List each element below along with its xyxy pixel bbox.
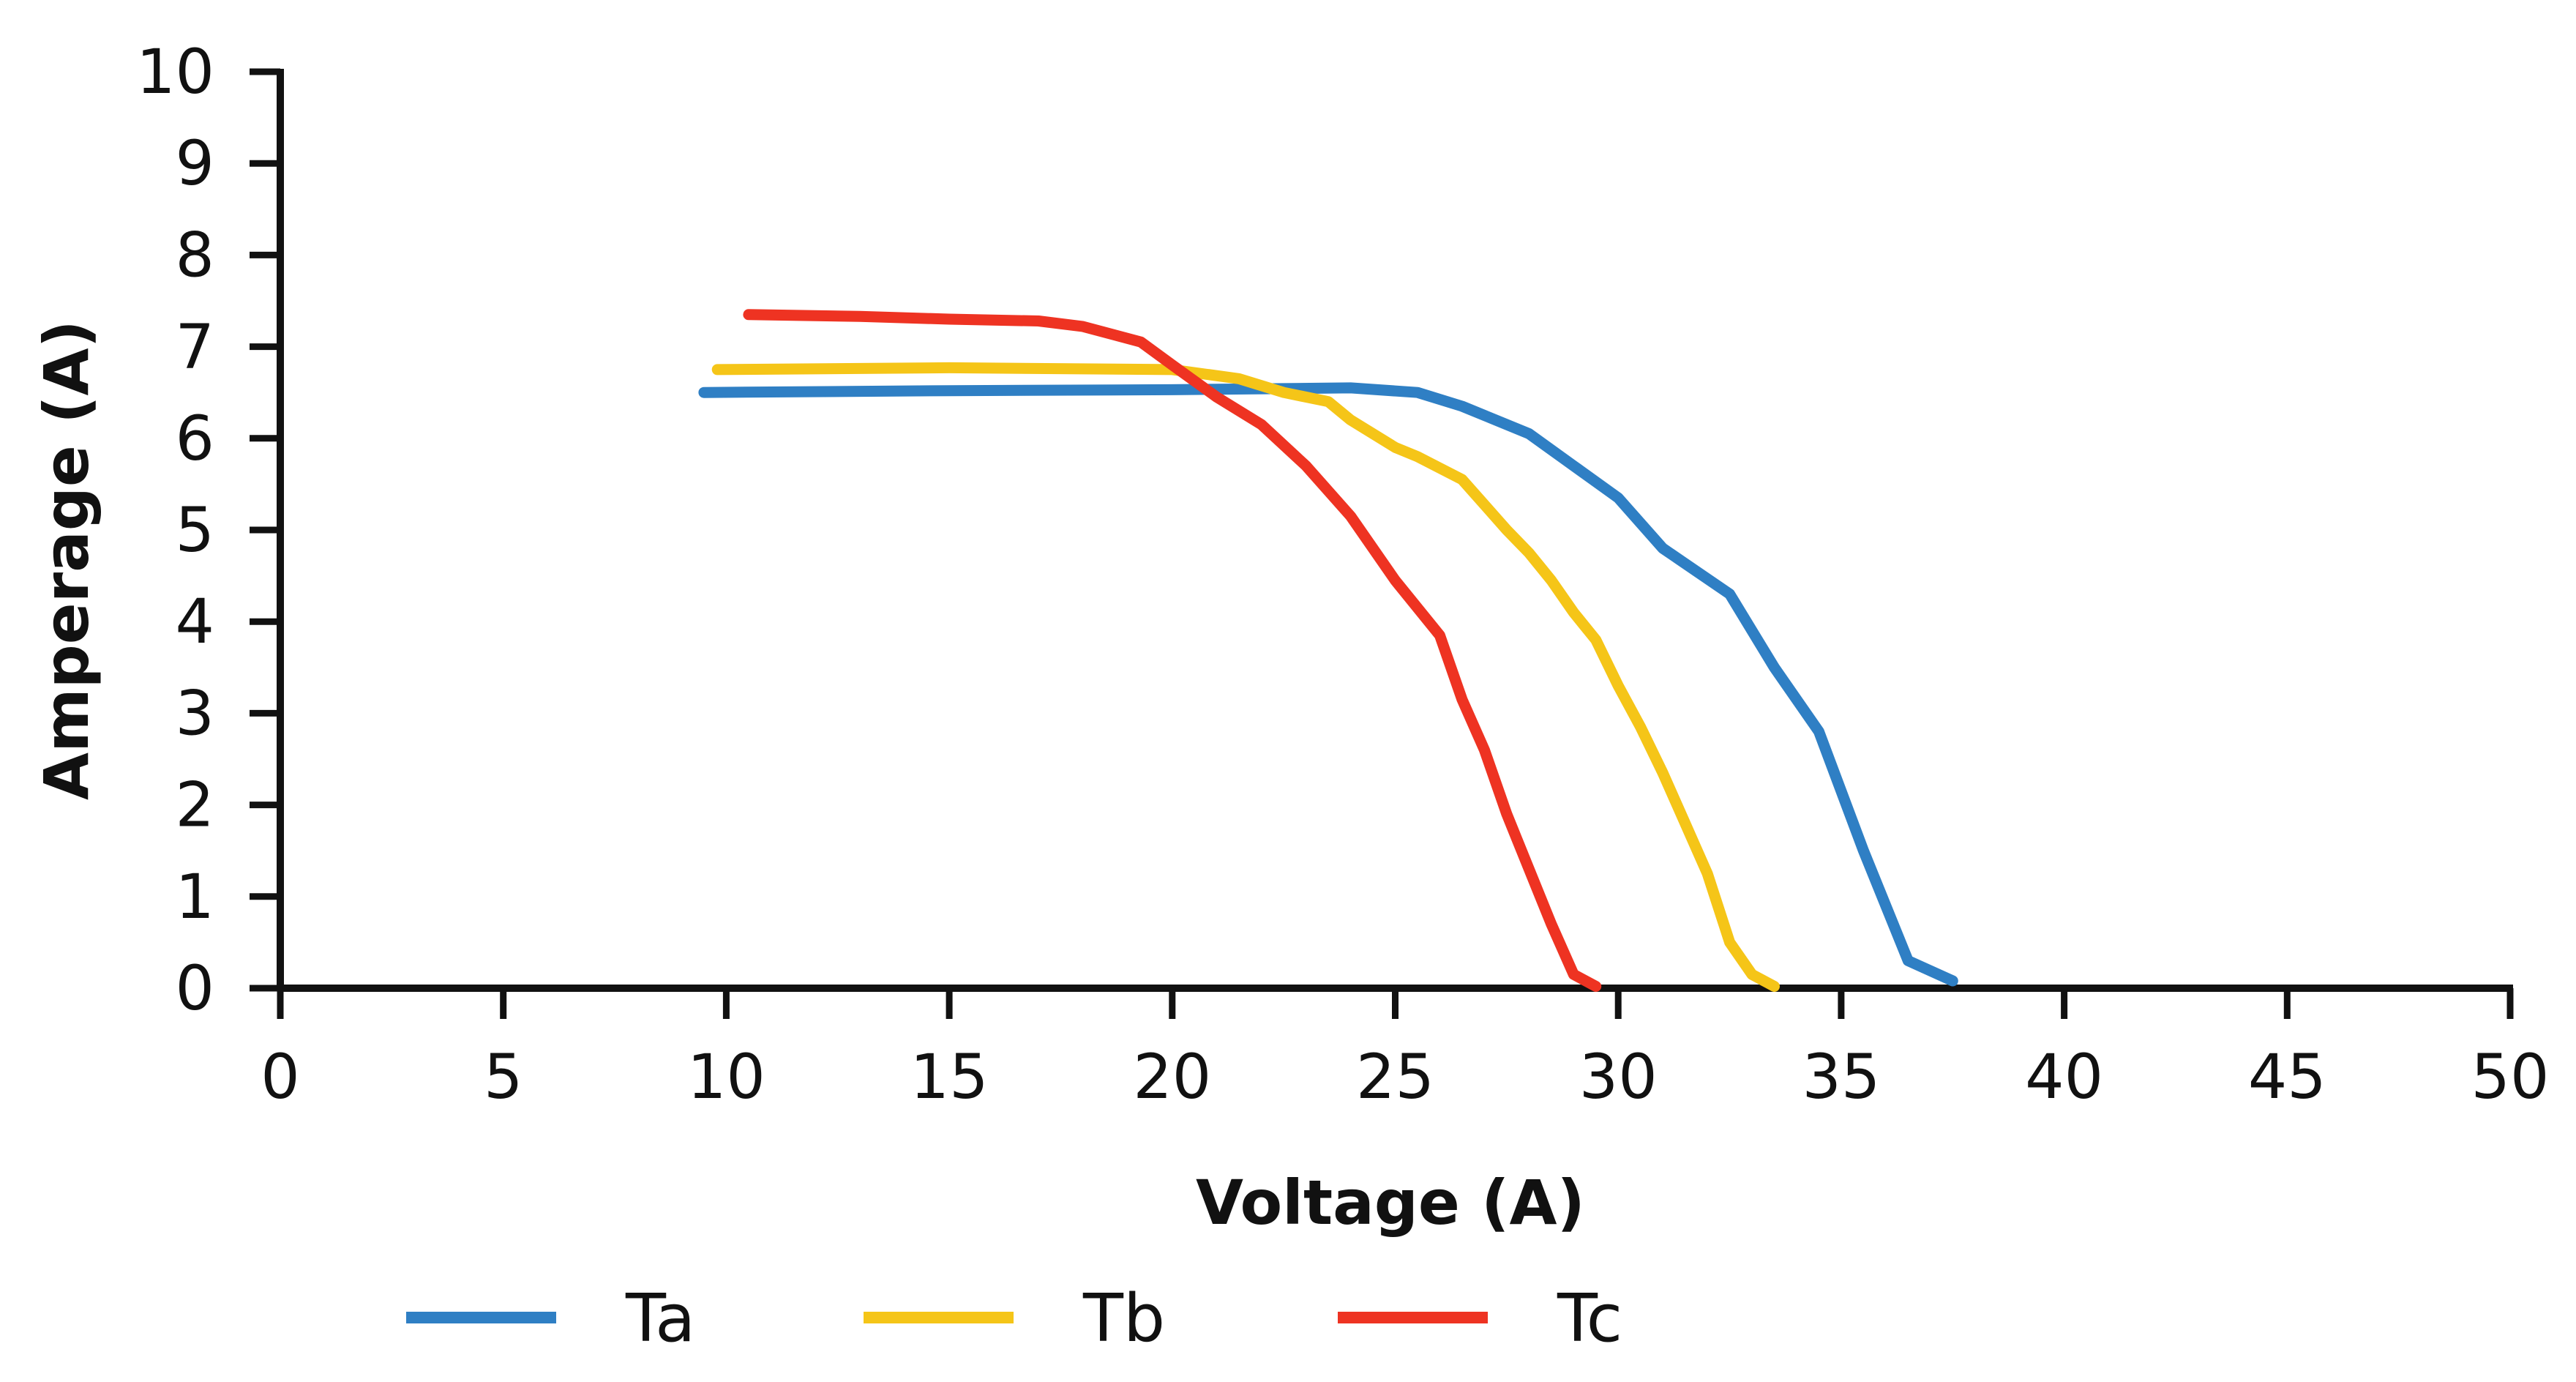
series-line-tc: [743, 309, 1602, 992]
legend-label-tc: Tc: [1557, 1280, 1622, 1357]
x-tick-label: 40: [2025, 1041, 2103, 1113]
y-tick-label: 1: [176, 861, 214, 933]
y-axis-title: Amperage (A): [31, 320, 102, 800]
y-tick-label: 8: [176, 219, 214, 291]
series-line-ta: [698, 382, 1958, 987]
y-tick-label: 3: [176, 677, 214, 749]
series-line-tb: [711, 362, 1780, 992]
y-tick-label: 7: [176, 311, 214, 383]
x-tick-label: 15: [910, 1041, 989, 1113]
x-tick-label: 30: [1579, 1041, 1658, 1113]
legend-label-ta: Ta: [625, 1280, 695, 1357]
x-axis-title: Voltage (A): [1196, 1167, 1585, 1239]
x-tick-label: 5: [484, 1041, 523, 1113]
x-tick-label: 10: [687, 1041, 765, 1113]
legend-label-tb: Tb: [1082, 1280, 1165, 1357]
x-tick-label: 20: [1133, 1041, 1211, 1113]
y-tick-label: 5: [176, 494, 214, 566]
legend: Ta Tb Tc: [406, 1280, 1622, 1357]
x-tick-label: 0: [261, 1041, 299, 1113]
x-tick-label: 35: [1802, 1041, 1880, 1113]
y-tick-label: 9: [176, 127, 214, 199]
y-tick-label: 0: [176, 952, 214, 1024]
x-tick-label: 45: [2248, 1041, 2326, 1113]
y-tick-label: 2: [176, 769, 214, 841]
y-tick-label: 10: [136, 36, 214, 108]
x-tick-label: 25: [1356, 1041, 1434, 1113]
y-tick-label: 4: [176, 586, 214, 657]
series-lines: [698, 309, 1958, 992]
x-tick-label: 50: [2471, 1041, 2550, 1113]
y-tick-label: 6: [176, 403, 214, 474]
axes: [277, 69, 2513, 992]
